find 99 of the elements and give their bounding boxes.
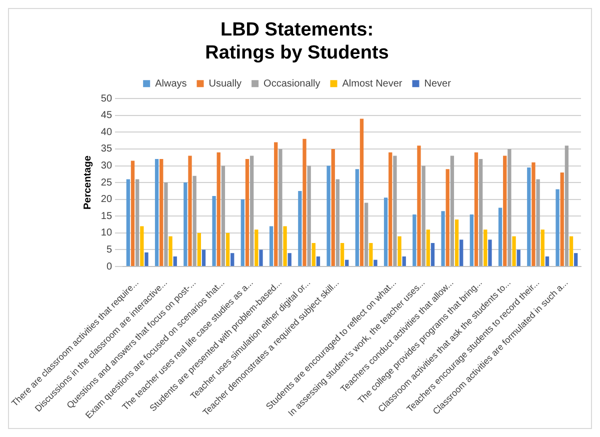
bar — [283, 226, 287, 266]
bar — [316, 256, 320, 266]
legend-label: Always — [155, 78, 187, 90]
bar — [412, 214, 416, 266]
bar — [278, 148, 282, 266]
y-tick-label: 5 — [106, 244, 112, 256]
bar — [307, 166, 311, 266]
bar — [269, 226, 274, 266]
bar — [221, 166, 226, 266]
bar — [160, 159, 164, 266]
bar — [226, 232, 230, 266]
bar — [512, 236, 516, 266]
bar — [430, 243, 435, 266]
bar — [398, 236, 402, 266]
bar — [527, 167, 531, 266]
y-tick-label: 20 — [100, 194, 112, 206]
bar — [312, 243, 316, 266]
bar — [532, 162, 536, 266]
bar — [197, 232, 201, 266]
bar — [144, 252, 148, 266]
bar — [508, 148, 512, 266]
bar — [446, 169, 450, 266]
bar — [454, 220, 459, 266]
y-tick-label: 40 — [100, 126, 112, 138]
bar — [245, 159, 250, 266]
y-tick-label: 15 — [100, 210, 112, 222]
text: LBD Statements: — [220, 20, 374, 41]
bar — [478, 159, 483, 266]
bar — [536, 179, 540, 266]
bar — [484, 230, 488, 266]
bar — [336, 179, 340, 266]
bar — [574, 253, 578, 266]
bar — [569, 236, 574, 266]
bar — [298, 190, 302, 266]
bar — [470, 214, 474, 266]
bar — [216, 152, 220, 266]
bar — [355, 169, 359, 266]
bar — [302, 138, 306, 266]
bar — [503, 156, 507, 266]
bar — [488, 240, 492, 266]
bar — [250, 156, 254, 266]
bar — [154, 159, 159, 266]
bar — [417, 146, 421, 266]
bar — [516, 250, 520, 266]
y-tick-label: 10 — [100, 228, 112, 239]
bar — [374, 260, 378, 266]
legend-label: Occasionally — [264, 78, 320, 90]
y-tick-label: 50 — [100, 93, 112, 104]
bar — [192, 176, 196, 266]
bar — [402, 256, 406, 266]
bar — [188, 156, 192, 266]
bar — [460, 240, 464, 266]
bar — [288, 253, 292, 266]
bar — [126, 179, 130, 266]
bar — [340, 243, 344, 266]
bar — [545, 256, 550, 266]
bar — [422, 166, 426, 266]
y-tick-label: 30 — [100, 160, 112, 172]
y-tick-label: 45 — [100, 110, 112, 122]
bar — [130, 160, 135, 266]
bar — [184, 182, 188, 266]
legend-label: Usually — [208, 78, 242, 90]
bar — [393, 156, 397, 266]
bar — [360, 118, 364, 266]
bar — [254, 230, 258, 266]
bar — [556, 189, 560, 266]
bar — [212, 196, 216, 266]
bar — [140, 226, 144, 266]
bar — [331, 148, 335, 266]
bar — [369, 243, 373, 266]
bar — [230, 253, 234, 266]
bar — [364, 202, 368, 266]
bar — [540, 230, 544, 266]
bar — [202, 250, 206, 266]
bar — [384, 198, 388, 266]
y-tick-label: 25 — [100, 177, 112, 188]
bar — [560, 172, 564, 266]
bar — [240, 199, 244, 266]
bar — [450, 156, 454, 266]
text: Ratings by Students — [205, 42, 389, 64]
bar — [135, 179, 140, 266]
bar — [474, 152, 478, 266]
bar — [168, 236, 172, 266]
bar — [274, 142, 278, 266]
bar — [326, 166, 330, 266]
y-tick-label: 35 — [100, 144, 112, 155]
bar — [498, 208, 502, 266]
y-axis-title: Percentage — [82, 155, 94, 210]
bar — [259, 250, 263, 266]
legend-label: Never — [424, 78, 452, 90]
y-tick-label: 0 — [106, 261, 112, 272]
bar — [564, 146, 569, 266]
bar — [164, 182, 168, 266]
bar — [345, 260, 349, 266]
bar — [426, 230, 430, 266]
bar — [441, 211, 445, 266]
bar — [388, 152, 392, 266]
legend-label: Almost Never — [342, 78, 403, 90]
bar — [173, 256, 177, 266]
